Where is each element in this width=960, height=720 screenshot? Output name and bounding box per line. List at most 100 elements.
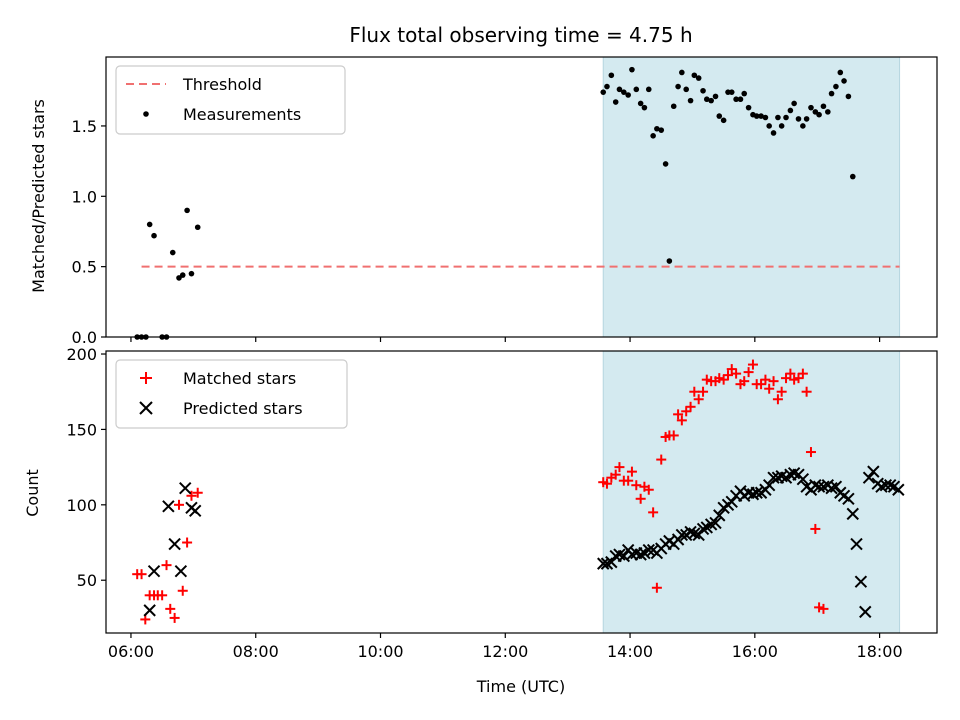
y-tick-label: 0.0: [72, 328, 97, 347]
y-tick-label: 200: [66, 345, 97, 364]
matched-star-point: [785, 368, 796, 379]
measurement-point: [800, 123, 806, 129]
matched-star-point: [764, 383, 775, 394]
measurement-point: [841, 78, 847, 84]
predicted-star-point: [884, 479, 897, 492]
predicted-star-stroke: [842, 492, 855, 505]
predicted-star-stroke: [709, 516, 722, 530]
measurement-point: [766, 123, 772, 129]
matched-star-point: [676, 415, 687, 426]
matched-star-point: [760, 374, 771, 385]
measurement-point: [645, 86, 652, 93]
predicted-star-stroke: [796, 472, 810, 486]
measurement-point: [791, 100, 797, 107]
x-tick-label: 06:00: [108, 642, 154, 661]
predicted-star-stroke: [179, 482, 192, 495]
measurement-point: [733, 96, 739, 103]
ratio-panel: 0.0 0.5 1.0 1.5 Threshold Measurements: [72, 56, 938, 347]
predicted-star-point: [179, 482, 192, 495]
matched-star-point: [626, 466, 637, 477]
measurement-point: [179, 272, 186, 278]
matched-star-point: [136, 569, 147, 580]
predicted-star-stroke: [775, 469, 788, 483]
matched-star-point: [698, 386, 709, 397]
predicted-star-stroke: [884, 479, 897, 492]
y-tick-label: 1.5: [72, 117, 97, 136]
matched-star-point: [793, 373, 804, 384]
matched-star-point: [772, 394, 783, 405]
matched-star-point: [186, 490, 197, 501]
matched-star-point: [192, 487, 203, 498]
predicted-star-point: [688, 527, 701, 540]
matched-star-point: [805, 447, 816, 458]
predicted-star-stroke: [725, 495, 738, 509]
predicted-star-point: [162, 500, 175, 513]
predicted-star-point: [892, 483, 905, 496]
matched-star-point: [789, 374, 800, 385]
matched-star-point: [668, 430, 679, 441]
legend-label: Threshold: [182, 75, 262, 94]
matched-star-point: [656, 454, 667, 465]
matched-star-point: [169, 612, 180, 623]
observing-window-band: [602, 56, 901, 338]
predicted-star-point: [696, 522, 710, 536]
predicted-star-stroke: [634, 548, 647, 561]
matched-star-point: [731, 368, 742, 379]
measurement-point: [691, 72, 698, 79]
measurement-point: [775, 114, 781, 121]
measurement-point: [783, 114, 789, 121]
predicted-star-point: [725, 495, 738, 509]
measurement-point: [770, 130, 777, 136]
measurement-point: [608, 72, 615, 79]
matched-star-point: [726, 364, 737, 375]
predicted-star-stroke: [642, 543, 655, 557]
measurement-point: [662, 161, 669, 167]
y-tick-label: 1.0: [72, 187, 97, 206]
predicted-star-point: [787, 466, 801, 480]
plot-frame: [105, 56, 938, 338]
legend-box: [115, 65, 346, 135]
predicted-star-stroke: [767, 471, 780, 484]
x-tick-label: 12:00: [482, 642, 528, 661]
matched-star-point: [714, 373, 725, 384]
predicted-star-stroke: [825, 482, 838, 495]
measurement-point: [146, 221, 153, 228]
measurement-point: [787, 107, 794, 114]
x-axis-label: Time (UTC): [476, 677, 565, 696]
predicted-star-point: [867, 465, 880, 478]
measurement-point: [621, 89, 627, 95]
measurement-point: [737, 96, 744, 103]
matched-star-point: [701, 374, 712, 385]
predicted-star-stroke: [750, 486, 763, 499]
predicted-star-point: [642, 543, 655, 557]
matched-star-point: [818, 603, 829, 614]
predicted-star-stroke: [696, 522, 710, 536]
measurement-point: [708, 97, 714, 104]
matched-star-point: [635, 493, 646, 504]
measurement-point: [683, 86, 690, 93]
predicted-star-stroke: [846, 507, 859, 521]
matched-star-point: [685, 401, 696, 412]
predicted-star-point: [709, 516, 722, 530]
predicted-star-stroke: [867, 465, 880, 478]
predicted-star-point: [854, 575, 868, 588]
predicted-star-point: [750, 486, 763, 499]
measurement-point: [758, 113, 764, 119]
measurement-point: [600, 89, 607, 95]
matched-star-point: [673, 409, 684, 420]
figure-title: Flux total observing time = 4.75 h: [349, 23, 692, 47]
measurement-point: [849, 173, 856, 180]
predicted-star-stroke: [143, 604, 156, 617]
predicted-star-stroke: [162, 500, 175, 513]
predicted-star-point: [825, 482, 838, 495]
matched-star-point: [157, 590, 168, 601]
predicted-star-stroke: [147, 564, 161, 578]
measurement-point: [625, 92, 631, 98]
predicted-star-stroke: [859, 605, 872, 619]
predicted-star-point: [634, 548, 647, 561]
measurement-point: [188, 270, 195, 277]
matched-star-point: [614, 462, 625, 473]
measurement-point: [820, 103, 827, 110]
x-tick-label: 16:00: [732, 642, 778, 661]
